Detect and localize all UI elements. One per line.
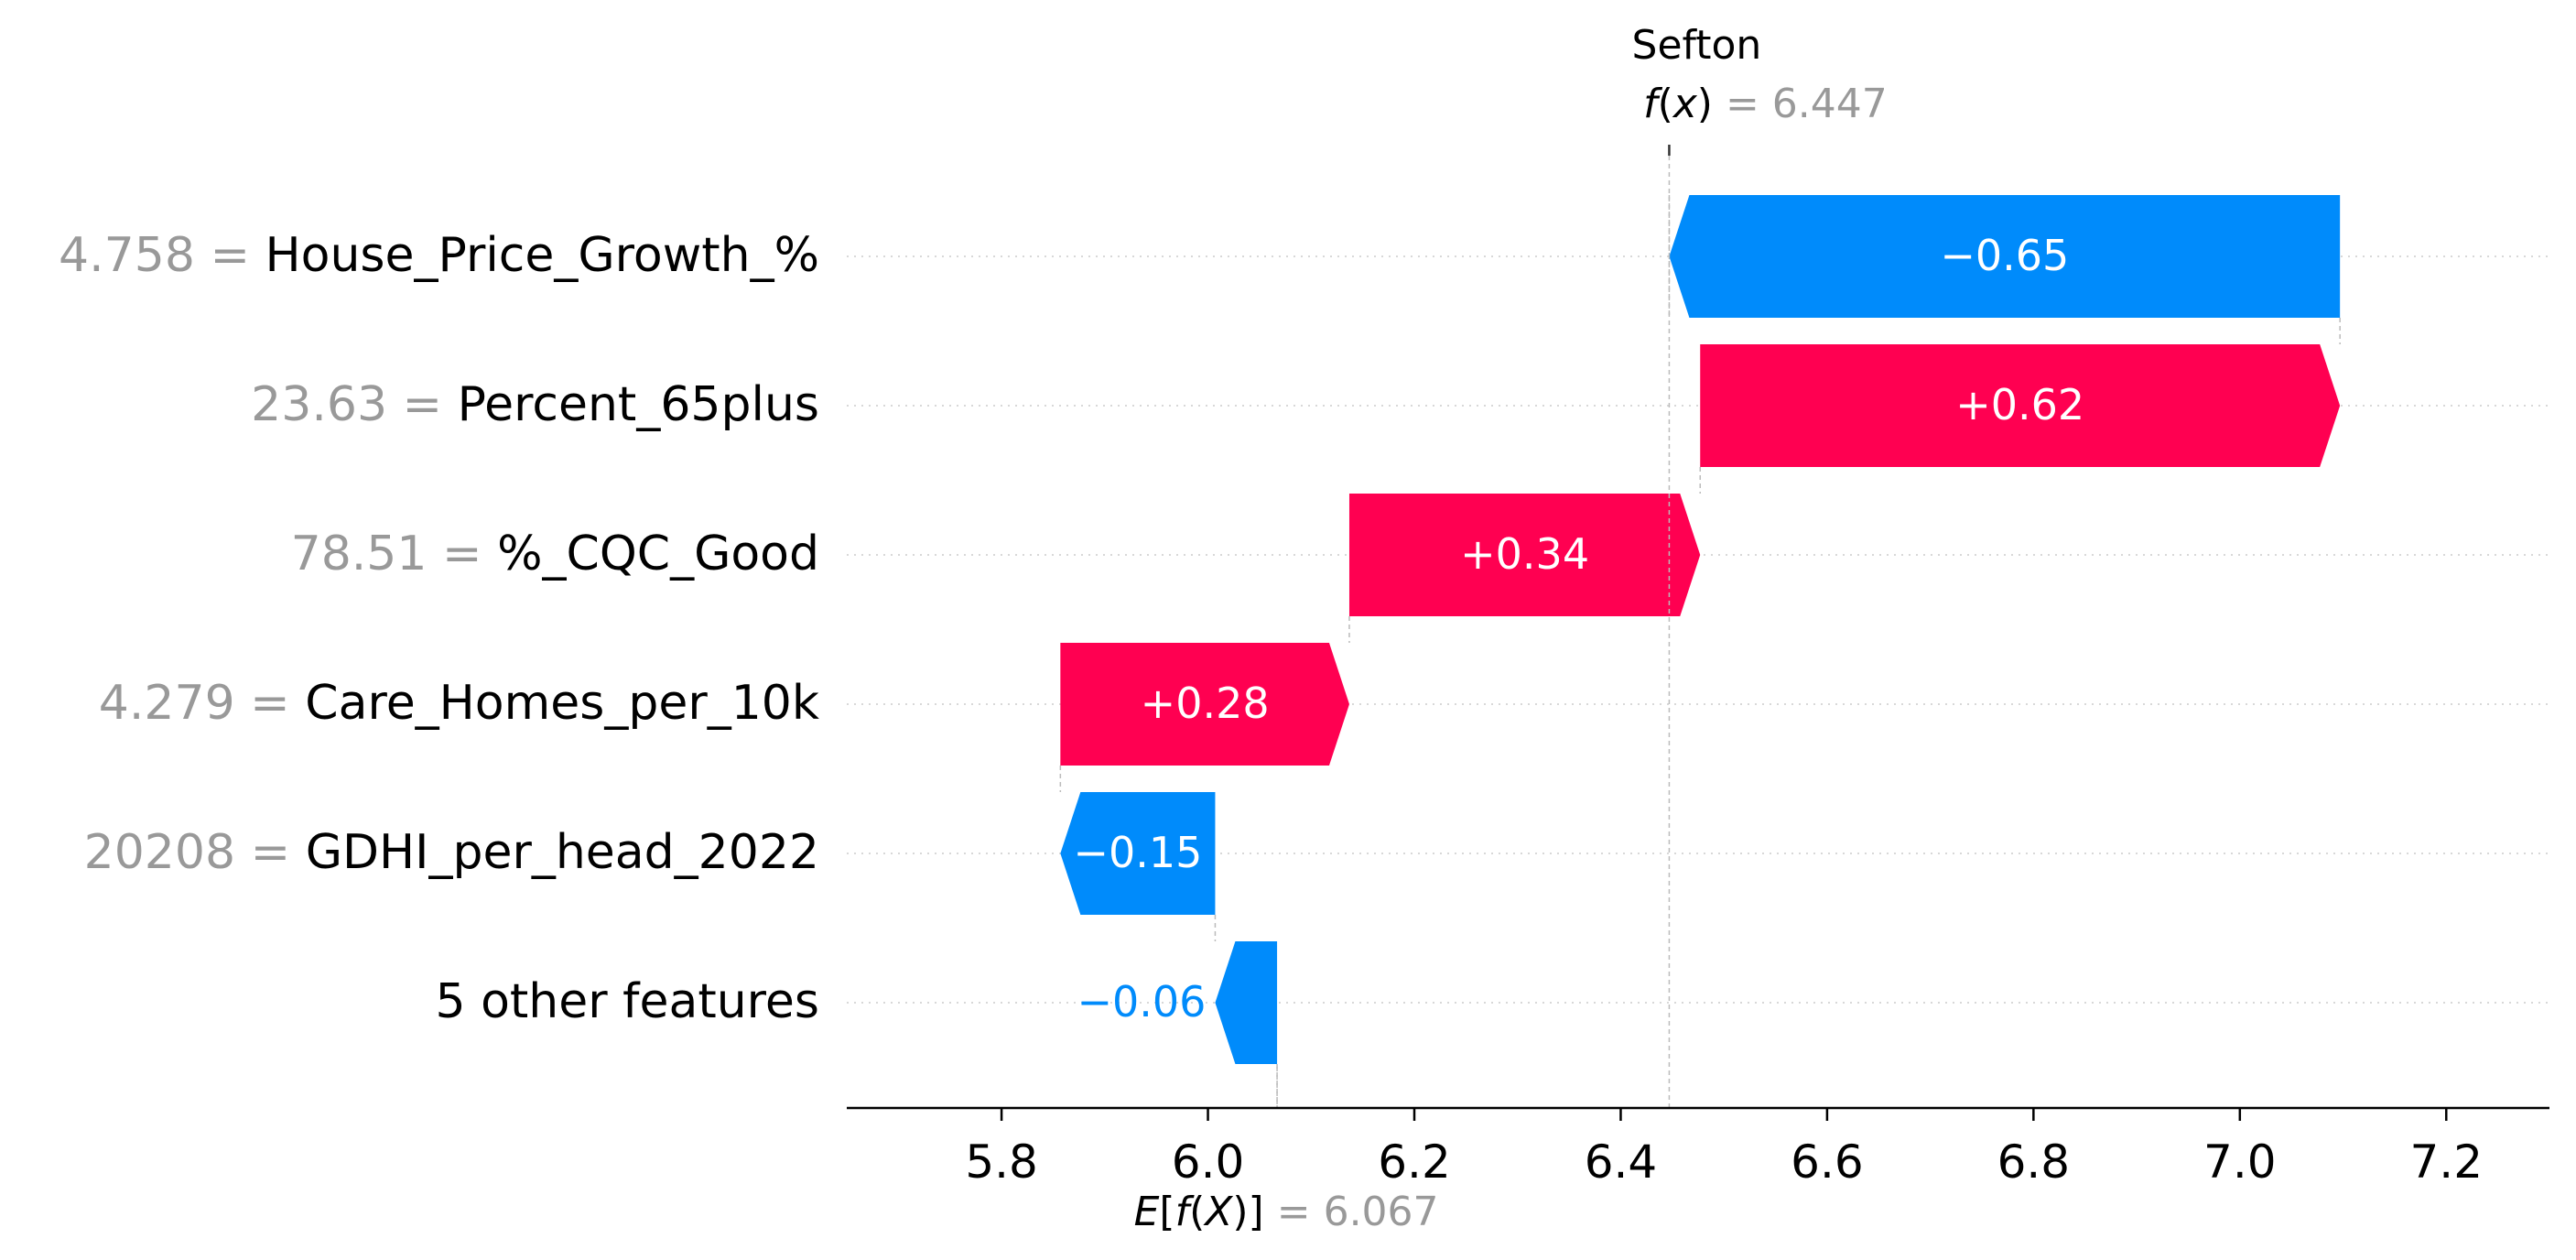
positive-contribution-bar [1348, 494, 1701, 616]
contribution-label: +0.28 [1141, 679, 1270, 728]
negative-contribution-bar [1060, 792, 1216, 915]
x-tick-label: 6.8 [1997, 1135, 2071, 1189]
chart-title: Sefton [1632, 22, 1762, 69]
x-tick-label: 7.2 [2410, 1135, 2484, 1189]
feature-value: 4.279 = [99, 676, 306, 731]
feature-label: 5 other features [435, 974, 819, 1029]
contribution-label: +0.62 [1955, 380, 2084, 429]
feature-label: 4.758 = House_Price_Growth_% [59, 228, 819, 283]
base-value-label: E[f(X)] = 6.067 [1134, 1189, 1439, 1235]
feature-name: %_CQC_Good [497, 527, 819, 581]
x-tick-label: 7.0 [2203, 1135, 2277, 1189]
contribution-bars: −0.65 +0.62 +0.34 +0.28 −0.15 −0.06 [1060, 195, 2341, 1064]
feature-name: Care_Homes_per_10k [305, 676, 819, 731]
x-tick-label: 6.2 [1378, 1135, 1451, 1189]
positive-contribution-bar [1060, 643, 1349, 766]
feature-name: House_Price_Growth_% [265, 228, 819, 283]
contribution-label: −0.15 [1073, 828, 1202, 877]
contribution-label: +0.34 [1460, 529, 1589, 579]
x-tick-label: 6.6 [1791, 1135, 1864, 1189]
x-tick-label: 5.8 [965, 1135, 1038, 1189]
feature-label: 20208 = GDHI_per_head_2022 [84, 825, 819, 880]
negative-contribution-bar [1215, 941, 1278, 1064]
feature-name: 5 other features [435, 974, 819, 1029]
x-axis: 5.8 6.0 6.2 6.4 6.6 6.8 7.0 7.2 [847, 1106, 2549, 1189]
feature-rows: 4.758 = House_Price_Growth_% 23.63 = Perc… [59, 228, 2549, 1029]
contribution-label: −0.65 [1940, 231, 2069, 280]
feature-value: 23.63 = [251, 377, 458, 432]
fx-annotation: Sefton f(x) = 6.447 [1632, 22, 1888, 1108]
base-annotation: E[f(X)] = 6.067 [1134, 1067, 1439, 1235]
feature-value: 4.758 = [59, 228, 265, 283]
feature-name: GDHI_per_head_2022 [306, 825, 819, 880]
x-tick-label: 6.4 [1585, 1135, 1658, 1189]
negative-contribution-bar [1669, 195, 2341, 318]
x-tick-label: 6.0 [1172, 1135, 1245, 1189]
feature-value: 20208 = [84, 825, 306, 880]
positive-contribution-bar [1700, 344, 2341, 467]
feature-name: Percent_65plus [458, 377, 819, 432]
fx-label: f(x) = 6.447 [1643, 81, 1888, 127]
feature-label: 4.279 = Care_Homes_per_10k [99, 676, 819, 731]
feature-label: 23.63 = Percent_65plus [251, 377, 819, 432]
feature-value: 78.51 = [291, 527, 498, 581]
feature-label: 78.51 = %_CQC_Good [291, 527, 819, 581]
contribution-label: −0.06 [1077, 977, 1206, 1026]
